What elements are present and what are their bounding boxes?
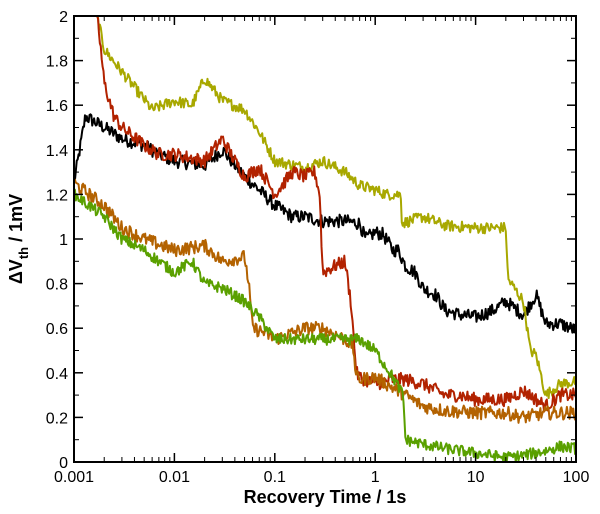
y-tick-label: 0.8 xyxy=(46,277,68,294)
y-tick-label: 0 xyxy=(59,455,68,472)
y-tick-label: 1.2 xyxy=(46,187,68,204)
series-green xyxy=(73,188,577,463)
y-tick-label: 1.6 xyxy=(46,98,68,115)
y-tick-label: 1 xyxy=(59,232,68,249)
x-tick-label: 0.1 xyxy=(264,469,286,486)
x-tick-label: 0.001 xyxy=(54,469,94,486)
y-tick-label: 0.4 xyxy=(46,366,68,383)
x-axis-title: Recovery Time / 1s xyxy=(244,487,407,507)
ticks-layer: 0.001 0.01 0.1 1 10 100 0 0.2 0.4 0.6 0.8 1 1.2 1.4 1.… xyxy=(46,9,590,486)
y-tick-label: 1.8 xyxy=(46,54,68,71)
y-axis-title-sub: th xyxy=(16,247,31,259)
x-tick-label: 100 xyxy=(563,469,590,486)
y-tick-label: 0.2 xyxy=(46,410,68,427)
y-tick-label: 0.6 xyxy=(46,321,68,338)
series-red xyxy=(96,15,577,413)
y-axis-title: ΔVth / 1mV xyxy=(6,194,31,284)
y-axis-title-rest: / 1mV xyxy=(6,194,26,247)
x-tick-label: 10 xyxy=(467,469,485,486)
y-tick-label: 2 xyxy=(59,9,68,26)
series-layer xyxy=(73,15,577,463)
y-axis-title-base: ΔV xyxy=(6,259,26,284)
y-tick-label: 1.4 xyxy=(46,143,68,160)
x-tick-label: 1 xyxy=(371,469,380,486)
series-olive xyxy=(96,15,577,400)
x-tick-label: 0.01 xyxy=(159,469,190,486)
series-orange xyxy=(73,178,577,424)
